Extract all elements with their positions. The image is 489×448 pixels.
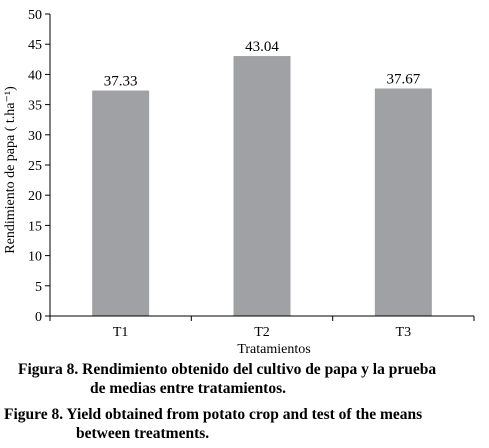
caption-es-line-1: Figura 8. Rendimiento obtenido del culti… bbox=[18, 361, 437, 378]
bar-t1 bbox=[92, 90, 150, 317]
y-tick-label: 5 bbox=[35, 280, 42, 295]
x-axis-ticks: T1 T2 T3 bbox=[49, 316, 475, 340]
caption-es-line-2: de medias entre tratamientos. bbox=[90, 380, 287, 397]
caption-en-line-1: Figure 8. Yield obtained from potato cro… bbox=[4, 406, 423, 423]
data-label-t2: 43.04 bbox=[245, 39, 279, 55]
y-tick-label: 30 bbox=[28, 129, 42, 144]
bar-t2 bbox=[233, 56, 291, 317]
y-tick-label: 25 bbox=[28, 159, 42, 174]
y-axis-ticks: 0 5 10 15 20 25 30 35 40 45 50 bbox=[28, 8, 50, 325]
x-tick-label-t3: T3 bbox=[396, 325, 412, 340]
x-axis-title: Tratamientos bbox=[237, 342, 310, 357]
y-tick-label: 45 bbox=[28, 38, 42, 53]
x-tick-label-t2: T2 bbox=[254, 325, 270, 340]
y-axis-title: Rendimiento de papa ( t.ha⁻¹) bbox=[3, 86, 18, 254]
caption-en-line-2: between treatments. bbox=[76, 425, 210, 442]
data-label-t1: 37.33 bbox=[104, 74, 138, 90]
y-tick-label: 40 bbox=[28, 68, 42, 83]
figure-caption-spanish: Figura 8. Rendimiento obtenido del culti… bbox=[18, 360, 489, 398]
bar-data-labels: 37.33 43.04 37.67 bbox=[104, 39, 421, 89]
y-tick-label: 0 bbox=[35, 310, 42, 325]
y-tick-label: 15 bbox=[28, 219, 42, 234]
x-tick-label-t1: T1 bbox=[113, 325, 129, 340]
y-tick-label: 35 bbox=[28, 99, 42, 114]
y-tick-label: 10 bbox=[28, 250, 42, 265]
bars bbox=[92, 56, 432, 317]
data-label-t3: 37.67 bbox=[386, 71, 420, 87]
bar-t3 bbox=[374, 88, 432, 316]
figure-caption-english: Figure 8. Yield obtained from potato cro… bbox=[4, 405, 489, 443]
y-tick-label: 20 bbox=[28, 189, 42, 204]
y-tick-label: 50 bbox=[28, 8, 42, 23]
